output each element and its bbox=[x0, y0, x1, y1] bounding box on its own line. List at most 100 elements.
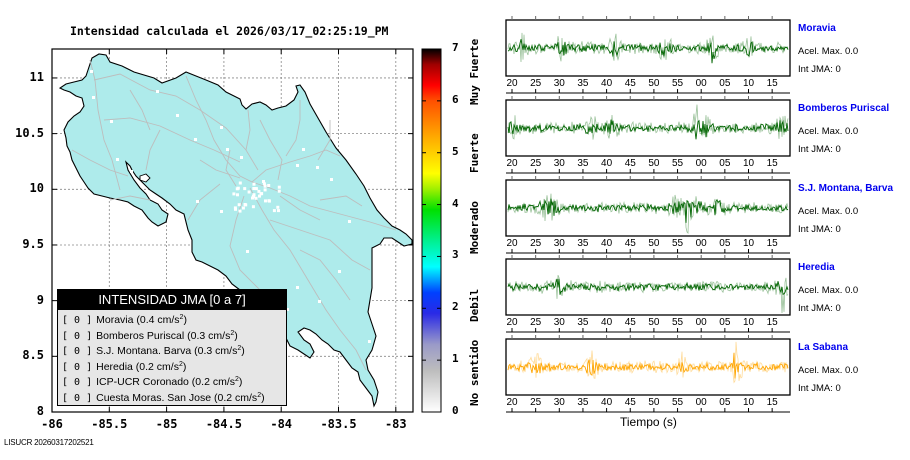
road-line bbox=[145, 129, 161, 171]
road-line bbox=[259, 119, 283, 181]
waveform-trace bbox=[507, 39, 789, 64]
legend-close-paren: ) bbox=[234, 329, 238, 342]
waveform-tick-label: 05 bbox=[719, 158, 731, 169]
waveform-tick-label: 35 bbox=[577, 158, 589, 169]
waveform-panel bbox=[505, 255, 791, 333]
city-marker bbox=[92, 96, 95, 99]
map-x-tick-label: -85.5 bbox=[91, 417, 128, 431]
city-marker bbox=[258, 194, 261, 198]
map-y-tick-label: 8 bbox=[36, 404, 44, 418]
city-marker bbox=[262, 180, 265, 183]
road-line bbox=[225, 149, 237, 187]
city-markers bbox=[78, 70, 371, 343]
map-axis-ticks bbox=[51, 49, 413, 413]
city-marker bbox=[232, 192, 236, 196]
city-marker bbox=[220, 126, 223, 129]
city-marker bbox=[277, 189, 281, 193]
waveform-frame bbox=[505, 258, 791, 316]
legend-unit-superscript: 2 bbox=[257, 391, 262, 399]
colorbar-tick-label: 4 bbox=[452, 196, 459, 210]
waveform-tick-label: 05 bbox=[719, 78, 731, 89]
waveform-tick-label: 40 bbox=[601, 158, 613, 169]
waveform-tick-label: 45 bbox=[624, 158, 636, 169]
city-marker bbox=[236, 193, 239, 197]
waveform-tick-label: 45 bbox=[624, 317, 636, 328]
city-marker bbox=[156, 90, 159, 93]
city-marker bbox=[267, 184, 271, 187]
map-y-tick-label: 9.5 bbox=[22, 236, 44, 251]
waveform-tick-label: 40 bbox=[601, 238, 613, 249]
legend-station-label: Heredia (0.2 cm/s bbox=[96, 360, 179, 373]
intensity-legend: INTENSIDAD JMA [0 a 7] [ 0 ] Moravia (0.4… bbox=[57, 289, 287, 406]
waveform-tick-label: 55 bbox=[671, 238, 684, 249]
legend-close-paren: ) bbox=[182, 360, 187, 373]
waveform-tick-label: 35 bbox=[577, 317, 589, 328]
colorbar-tick-label: 3 bbox=[452, 248, 459, 262]
city-marker bbox=[78, 192, 81, 195]
waveform-tick-label: 25 bbox=[530, 317, 542, 328]
waveform-tick-label: 50 bbox=[648, 317, 660, 328]
city-marker bbox=[90, 70, 93, 73]
legend-station-label: S.J. Montana. Barva (0.3 cm/s bbox=[96, 345, 238, 357]
city-marker bbox=[251, 205, 255, 209]
station-jma-intensity: Int JMA: 0 bbox=[798, 383, 841, 394]
city-marker bbox=[330, 178, 333, 181]
legend-close-paren: ) bbox=[183, 314, 187, 326]
waveform-trace bbox=[507, 119, 789, 140]
waveform-tick-label: 15 bbox=[766, 78, 778, 89]
waveform-tick-label: 45 bbox=[624, 78, 636, 89]
waveform-tick-label: 15 bbox=[766, 158, 778, 169]
map-x-tick-label: -84.5 bbox=[205, 417, 242, 431]
city-marker bbox=[246, 250, 249, 253]
costa-rica-land bbox=[58, 53, 413, 408]
waveform-tick-label: 50 bbox=[648, 238, 660, 249]
city-marker bbox=[302, 148, 305, 151]
waveform-tick-label: 55 bbox=[671, 397, 684, 408]
road-network bbox=[71, 59, 397, 371]
city-marker bbox=[110, 120, 113, 123]
colorbar-tick-label: 1 bbox=[452, 352, 459, 366]
legend-station-label: Bomberos Puriscal (0.3 cm/s bbox=[96, 329, 231, 342]
legend-title: INTENSIDAD JMA [0 a 7] bbox=[58, 290, 286, 310]
waveform-tick-label: 35 bbox=[577, 397, 589, 408]
waveform-frame bbox=[505, 99, 791, 157]
legend-row: [ 0 ] Moravia (0.4 cm/s2) bbox=[58, 313, 286, 329]
city-marker bbox=[243, 203, 247, 206]
waveform-tick-label: 10 bbox=[742, 317, 755, 328]
station-name: Bomberos Puriscal bbox=[798, 103, 890, 114]
city-marker bbox=[253, 187, 257, 191]
station-max-acceleration: Acel. Max. 0.0 bbox=[798, 285, 859, 296]
waveform-tick-label: 35 bbox=[577, 78, 589, 89]
city-marker bbox=[252, 193, 256, 197]
waveform-tick-label: 50 bbox=[648, 397, 660, 408]
waveform-tick-label: 55 bbox=[671, 158, 684, 169]
waveform-tick-label: 55 bbox=[671, 317, 684, 328]
waveform-tick-label: 25 bbox=[530, 78, 542, 89]
legend-intensity-value: [ 0 ] bbox=[62, 392, 93, 404]
waveform-tick-label: 40 bbox=[601, 78, 613, 89]
city-marker bbox=[272, 209, 276, 213]
waveform-tick-label: 40 bbox=[601, 397, 613, 408]
road-line bbox=[245, 109, 251, 151]
city-marker bbox=[237, 203, 241, 207]
waveform-tick-label: 15 bbox=[766, 317, 778, 328]
legend-unit-superscript: 2 bbox=[179, 314, 184, 321]
legend-intensity-value: [ 0 ] bbox=[62, 346, 93, 357]
city-marker bbox=[263, 184, 267, 188]
city-marker bbox=[251, 194, 255, 198]
colorbar-tick-label: 6 bbox=[452, 92, 459, 106]
waveform-tick-label: 00 bbox=[695, 238, 707, 249]
road-line bbox=[317, 120, 331, 161]
road-line bbox=[71, 149, 129, 177]
legend-row: [ 0 ] Heredia (0.2 cm/s2) bbox=[58, 360, 286, 376]
station-jma-intensity: Int JMA: 0 bbox=[798, 224, 841, 235]
map-x-tick-label: -83.5 bbox=[320, 417, 357, 431]
waveform-trace bbox=[507, 278, 789, 296]
waveform-tick-label: 20 bbox=[506, 78, 518, 89]
waveform-tick-label: 00 bbox=[695, 78, 707, 89]
city-marker bbox=[260, 192, 264, 196]
colorbar-tick-label: 2 bbox=[452, 300, 459, 314]
waveform-tick-label: 00 bbox=[695, 317, 707, 328]
road-line bbox=[299, 249, 351, 301]
city-marker bbox=[241, 206, 245, 210]
